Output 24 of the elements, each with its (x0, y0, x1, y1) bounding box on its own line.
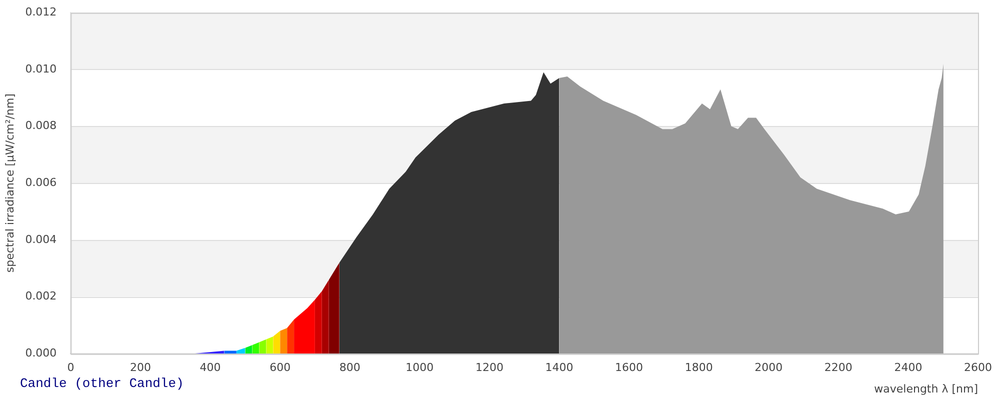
x-tick-label: 1200 (475, 361, 504, 374)
y-tick-label: 0.004 (25, 232, 57, 246)
x-tick-label: 200 (130, 361, 151, 374)
x-tick-label: 800 (339, 361, 360, 374)
y-tick-label: 0.010 (25, 62, 57, 76)
y-tick-label: 0.002 (25, 290, 57, 303)
x-axis-title: wavelength λ [nm] (874, 382, 978, 396)
y-axis-title: spectral irradiance [µW/cm²/nm] (3, 94, 16, 273)
x-tick-label: 2200 (824, 361, 852, 374)
x-tick-label: 1400 (545, 361, 574, 374)
x-tick-label: 2000 (754, 361, 783, 374)
x-tick-label: 1800 (684, 361, 713, 374)
text: Candle (other Candle) (20, 376, 184, 391)
y-tick-label: 0.012 (25, 5, 57, 18)
x-tick-label: 2600 (964, 361, 992, 374)
x-tick-label: 0 (67, 361, 74, 374)
y-tick-label: 0.008 (25, 119, 57, 132)
y-tick-label: 0.000 (25, 346, 57, 360)
x-tick-label: 1600 (615, 361, 644, 374)
y-tick-label: 0.006 (25, 176, 57, 189)
x-tick-label: 2400 (894, 361, 922, 374)
x-tick-label: 400 (200, 361, 221, 374)
x-tick-label: 600 (270, 361, 291, 374)
x-tick-label: 1000 (406, 361, 434, 374)
